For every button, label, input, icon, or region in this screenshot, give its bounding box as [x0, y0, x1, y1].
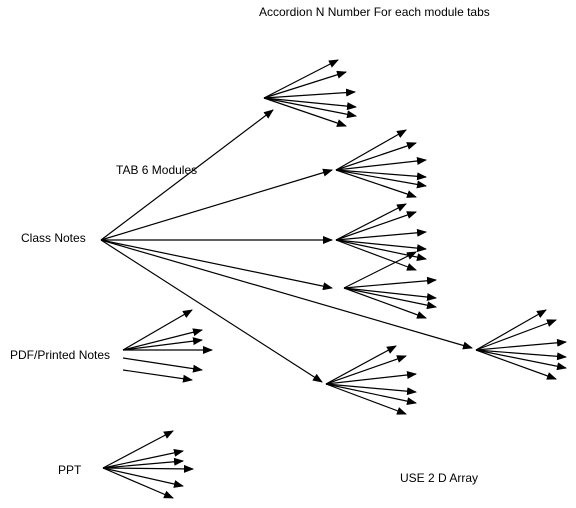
class-notes-to-module-arrow-4 — [100, 239, 333, 291]
class-notes-label: Class Notes — [21, 231, 86, 245]
module-6-arrow-3 — [325, 371, 417, 385]
ppt-label: PPT — [58, 463, 82, 477]
module-4-arrow-3 — [343, 287, 437, 302]
module-1-arrow-6 — [263, 97, 347, 127]
class-notes-to-module-arrow-2 — [100, 168, 333, 241]
module-5-arrow-4 — [475, 349, 567, 361]
module-2-arrow-1 — [335, 129, 407, 171]
ppt-arrow-5 — [102, 467, 184, 488]
module-2-arrow-4 — [335, 169, 427, 181]
array-note-label: USE 2 D Array — [400, 471, 479, 485]
module-6-arrow-1 — [325, 345, 397, 385]
module-5-arrow-3 — [475, 338, 567, 351]
module-4-arrow-4 — [343, 287, 437, 310]
pdf-notes-arrow-1 — [122, 309, 193, 351]
pdf-notes-extra-arrow-1 — [122, 357, 203, 373]
tab-modules-label: TAB 6 Modules — [116, 163, 198, 177]
module-5-arrow-5 — [475, 349, 567, 371]
module-1-arrow-1 — [263, 59, 339, 99]
module-5-arrow-1 — [475, 309, 547, 351]
diagram-title: Accordion N Number For each module tabs — [259, 5, 490, 19]
class-notes-to-module-arrow-5 — [100, 239, 473, 350]
class-notes-to-module-arrow-6 — [100, 239, 323, 383]
ppt-arrow-3 — [102, 457, 184, 469]
module-1-arrow-2 — [263, 70, 347, 99]
module-3-arrow-1 — [335, 203, 407, 241]
module-2-arrow-6 — [335, 169, 417, 198]
module-6-arrow-6 — [325, 383, 407, 415]
module-6-arrow-2 — [325, 355, 407, 385]
module-3-arrow-2 — [335, 211, 417, 241]
ppt-arrow-4 — [102, 464, 194, 473]
module-2-arrow-3 — [335, 157, 427, 171]
module-4-arrow-2 — [343, 276, 437, 289]
module-2-arrow-5 — [335, 169, 427, 189]
class-notes-to-module-arrow-1 — [100, 109, 274, 241]
module-3-arrow-6 — [335, 239, 417, 271]
module-6-arrow-5 — [325, 383, 417, 406]
pdf-printed-notes-label: PDF/Printed Notes — [10, 348, 111, 362]
ppt-arrow-1 — [102, 430, 174, 469]
module-1-arrow-5 — [263, 97, 357, 119]
module-5-arrow-6 — [475, 349, 557, 380]
ppt-arrow-6 — [102, 467, 174, 499]
ppt-arrow-2 — [102, 448, 184, 469]
module-4-arrow-1 — [343, 251, 417, 289]
module-5-arrow-2 — [475, 319, 557, 351]
module-2-arrow-2 — [335, 142, 417, 171]
pdf-notes-low-arrow-1 — [122, 369, 193, 383]
pdf-notes-arrow-3 — [122, 337, 203, 351]
module-4-arrow-5 — [343, 287, 427, 319]
pdf-notes-arrow-2 — [122, 328, 203, 351]
module-3-arrow-4 — [335, 239, 427, 253]
module-6-arrow-4 — [325, 383, 417, 396]
module-3-arrow-5 — [335, 239, 427, 262]
module-3-arrow-3 — [335, 228, 427, 241]
module-1-arrow-4 — [263, 97, 357, 111]
module-1-arrow-3 — [263, 88, 356, 99]
